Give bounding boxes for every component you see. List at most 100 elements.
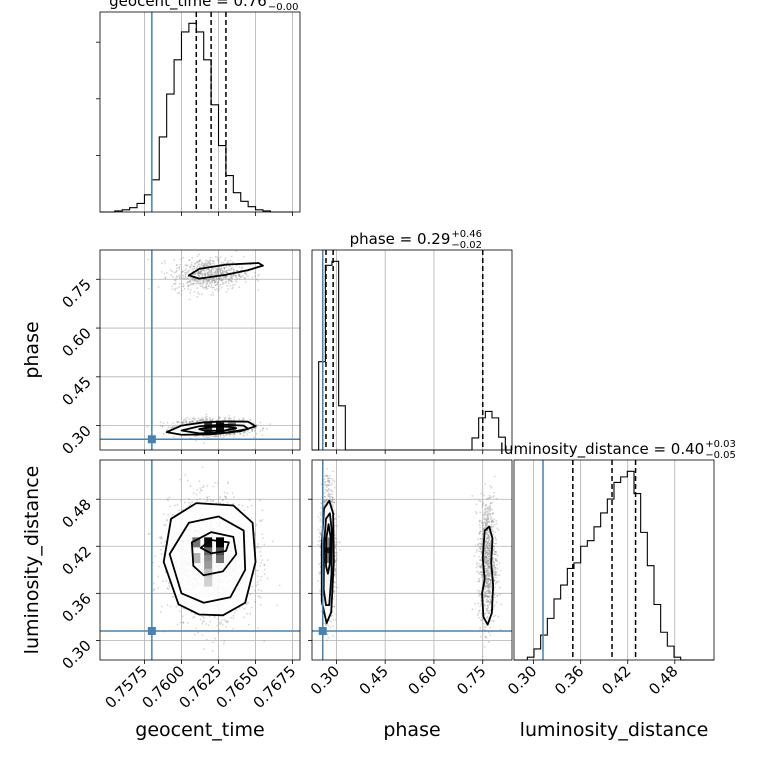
sample-point: [253, 589, 256, 592]
sample-point: [266, 559, 269, 562]
sample-point: [235, 609, 238, 612]
sample-point: [257, 543, 259, 545]
sample-point: [323, 495, 326, 498]
sample-point: [194, 279, 197, 282]
sample-point: [206, 496, 208, 498]
y-tick-label: 0.30: [58, 636, 94, 672]
sample-point: [199, 282, 201, 285]
sample-point: [208, 434, 211, 437]
sample-point: [184, 275, 187, 278]
sample-point: [205, 264, 208, 267]
sample-point: [261, 509, 264, 512]
sample-point: [178, 266, 180, 269]
sample-point: [192, 267, 195, 270]
sample-point: [210, 419, 213, 422]
sample-point: [239, 432, 242, 435]
sample-point: [224, 620, 227, 623]
sample-point: [216, 268, 218, 271]
sample-point: [206, 264, 209, 267]
sample-point: [203, 265, 206, 267]
sample-point: [259, 551, 262, 553]
sample-point: [171, 288, 174, 291]
sample-point: [202, 262, 204, 265]
sample-point: [235, 269, 238, 272]
sample-point: [205, 623, 207, 625]
sample-point: [183, 271, 186, 274]
sample-point: [220, 272, 223, 275]
sample-point: [209, 259, 212, 262]
sample-point: [194, 273, 196, 275]
sample-point: [246, 612, 249, 615]
sample-point: [187, 277, 189, 280]
sample-point: [249, 418, 251, 421]
sample-point: [176, 503, 179, 506]
y-tick-label: 0.48: [58, 495, 94, 531]
sample-point: [278, 584, 281, 587]
sample-point: [205, 278, 207, 281]
sample-point: [194, 262, 197, 265]
sample-point: [175, 267, 178, 270]
density-cell: [192, 537, 201, 548]
sample-point: [238, 274, 241, 276]
sample-point: [238, 277, 241, 280]
sample-point: [205, 417, 208, 420]
sample-point: [198, 260, 201, 263]
sample-point: [198, 272, 201, 275]
sample-point: [211, 419, 214, 421]
density-cell: [204, 576, 213, 587]
y-tick-label: 0.45: [58, 373, 94, 409]
sample-point: [216, 256, 219, 259]
sample-point: [221, 270, 224, 273]
sample-point: [327, 477, 329, 480]
density-cell: [204, 553, 213, 564]
sample-point: [223, 435, 226, 437]
panel-frame: [99, 459, 301, 661]
sample-point: [208, 279, 211, 281]
sample-point: [197, 631, 199, 634]
sample-point: [232, 418, 235, 421]
sample-point: [166, 519, 169, 522]
sample-point: [200, 417, 203, 420]
sample-point: [178, 509, 181, 512]
sample-point: [276, 604, 279, 607]
sample-point: [179, 263, 182, 266]
sample-point: [241, 419, 244, 422]
sample-point: [207, 268, 210, 271]
sample-point: [214, 270, 217, 273]
sample-point: [209, 259, 212, 262]
sample-point: [207, 274, 210, 277]
sample-point: [196, 260, 199, 263]
sample-point: [253, 430, 256, 432]
contour-line: [187, 262, 264, 280]
sample-point: [173, 279, 176, 281]
sample-point: [210, 273, 213, 275]
sample-point: [262, 427, 265, 430]
sample-point: [161, 425, 164, 428]
sample-point: [198, 266, 201, 268]
sample-point: [206, 497, 209, 500]
sample-point: [191, 420, 194, 423]
sample-point: [193, 417, 196, 420]
sample-point: [214, 637, 217, 640]
sample-point: [229, 284, 232, 287]
sample-point: [163, 272, 166, 275]
sample-point: [235, 250, 238, 253]
sample-point: [260, 520, 263, 523]
sample-point: [235, 279, 237, 281]
sample-point: [259, 546, 262, 549]
sample-point: [154, 555, 156, 558]
diagonal-title: phase = 0.29: [350, 230, 451, 248]
sample-point: [185, 420, 188, 423]
title-upper-error: +0.03: [705, 439, 736, 450]
sample-point: [206, 436, 209, 439]
sample-point: [331, 496, 334, 499]
sample-point: [196, 499, 199, 501]
sample-point: [324, 500, 327, 503]
sample-point: [227, 282, 230, 285]
sample-point: [152, 582, 155, 585]
sample-point: [201, 620, 204, 623]
sample-point: [207, 261, 210, 264]
sample-point: [255, 432, 258, 435]
sample-point: [197, 262, 200, 265]
sample-point: [196, 280, 198, 283]
